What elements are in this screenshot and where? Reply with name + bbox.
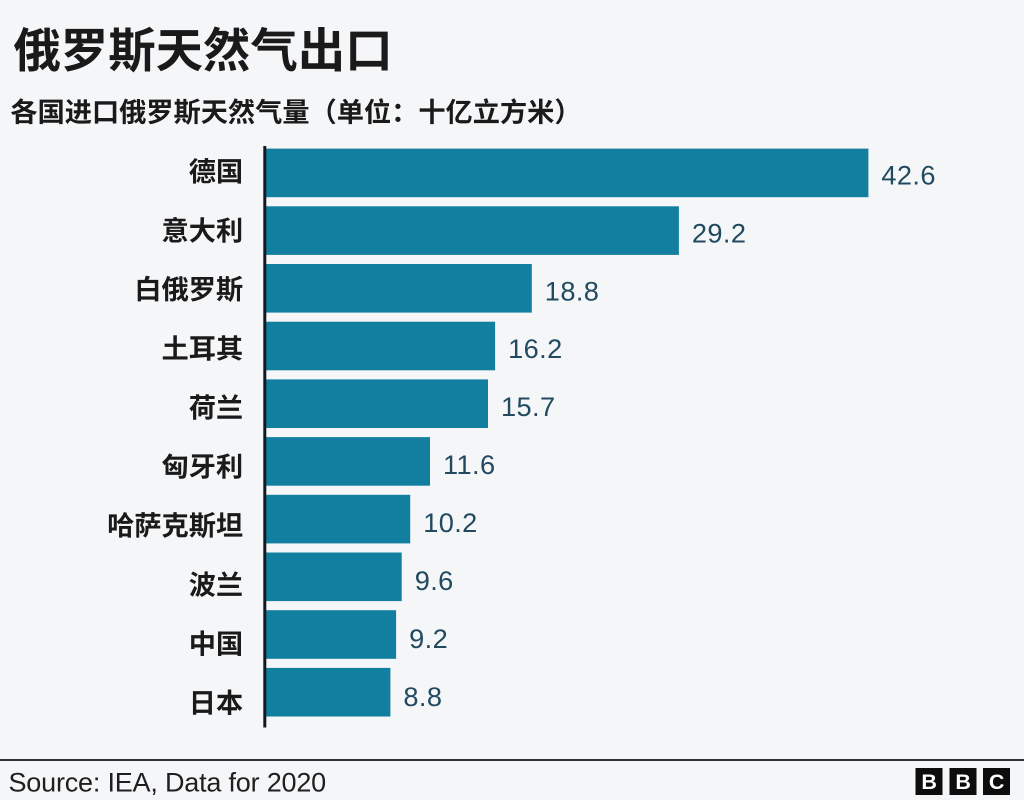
svg-text:Source: IEA, Data for 2020: Source: IEA, Data for 2020 [9, 768, 326, 798]
svg-text:29.2: 29.2 [692, 217, 747, 248]
svg-text:18.8: 18.8 [545, 275, 600, 306]
svg-text:11.6: 11.6 [443, 449, 496, 480]
svg-text:15.7: 15.7 [501, 391, 556, 422]
svg-text:9.6: 9.6 [415, 565, 454, 596]
svg-text:8.8: 8.8 [403, 681, 442, 712]
svg-text:B: B [955, 770, 971, 794]
svg-text:C: C [989, 770, 1005, 794]
svg-text:B: B [921, 770, 937, 794]
svg-text:9.2: 9.2 [409, 623, 448, 654]
svg-text:16.2: 16.2 [508, 333, 563, 364]
svg-text:10.2: 10.2 [423, 507, 478, 538]
svg-text:42.6: 42.6 [881, 159, 936, 190]
